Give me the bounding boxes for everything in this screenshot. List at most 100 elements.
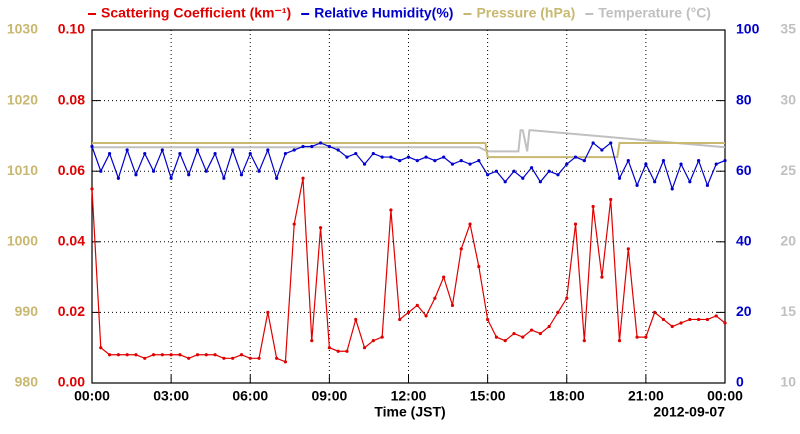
data-point — [318, 141, 323, 145]
data-point — [169, 176, 173, 180]
data-point — [679, 162, 683, 166]
data-point — [187, 356, 191, 360]
data-point — [477, 264, 481, 269]
data-point — [275, 176, 279, 180]
y-tick-label: 20 — [736, 303, 752, 319]
data-point — [582, 159, 586, 163]
data-point — [195, 353, 200, 357]
data-point — [503, 180, 507, 184]
data-point — [494, 335, 499, 339]
data-point — [688, 180, 692, 184]
data-point — [125, 353, 129, 357]
data-point — [151, 169, 156, 173]
data-point — [327, 144, 331, 149]
y-tick-label: 0.06 — [58, 162, 85, 178]
y-tick-label: 60 — [736, 162, 752, 178]
data-point — [556, 173, 560, 177]
data-point — [239, 353, 244, 357]
y-tick-label: 990 — [15, 303, 39, 319]
data-point — [107, 151, 112, 156]
x-tick-label: 09:00 — [311, 388, 347, 404]
x-tick-label: 03:00 — [153, 388, 189, 404]
y-tick-label: 0.00 — [58, 374, 85, 390]
data-point — [283, 360, 288, 364]
data-point — [354, 317, 358, 322]
legend-label: Pressure (hPa) — [476, 5, 575, 21]
data-point — [239, 173, 244, 177]
data-point — [600, 275, 604, 279]
data-point — [266, 148, 270, 152]
data-point — [433, 296, 437, 300]
x-tick-label: 15:00 — [470, 388, 506, 404]
data-point — [600, 148, 604, 152]
data-point — [547, 324, 551, 329]
data-point — [275, 356, 279, 360]
data-point — [538, 180, 542, 184]
data-point — [503, 339, 507, 343]
data-point — [160, 353, 164, 357]
data-point — [670, 324, 674, 329]
data-point — [222, 176, 226, 180]
data-point — [723, 321, 727, 325]
data-point — [705, 183, 710, 187]
data-point — [459, 247, 463, 251]
data-point — [204, 353, 208, 357]
data-point — [635, 183, 639, 187]
y-tick-label: 15 — [780, 303, 796, 319]
data-point — [380, 155, 384, 159]
plot-frame — [91, 29, 726, 384]
data-point — [160, 148, 164, 152]
data-point — [714, 314, 718, 318]
data-point — [116, 176, 120, 180]
data-point — [195, 148, 200, 152]
data-point — [468, 162, 472, 166]
data-point — [442, 155, 446, 159]
data-point — [529, 166, 534, 170]
data-point — [310, 339, 314, 343]
data-point — [415, 303, 419, 307]
data-point — [90, 187, 94, 191]
data-point — [617, 176, 622, 180]
data-point — [512, 331, 516, 336]
data-point — [617, 339, 622, 343]
data-point — [609, 197, 613, 202]
data-point — [697, 317, 701, 322]
data-point — [424, 155, 428, 159]
data-point — [653, 310, 657, 314]
y-tick-label: 1000 — [7, 233, 38, 249]
y-tick-label: 0.10 — [58, 21, 85, 37]
data-point — [635, 335, 639, 339]
data-point — [679, 321, 683, 325]
data-point — [626, 159, 630, 163]
legend-label: Relative Humidity(%) — [314, 5, 453, 21]
data-point — [626, 247, 630, 251]
x-tick-label: 00:00 — [707, 388, 743, 404]
data-point — [125, 148, 129, 152]
y-tick-label: 980 — [15, 374, 39, 390]
data-point — [134, 353, 138, 357]
data-point — [213, 151, 217, 156]
data-point — [723, 159, 727, 163]
data-point — [345, 155, 349, 159]
x-axis-label: Time (JST) — [374, 404, 445, 420]
data-point — [231, 356, 235, 360]
data-point — [231, 148, 235, 152]
data-point — [248, 356, 252, 360]
data-point — [512, 169, 516, 173]
data-point — [450, 162, 455, 166]
data-point — [565, 162, 569, 166]
data-point — [318, 226, 323, 230]
data-point — [257, 169, 261, 173]
x-tick-label: 06:00 — [232, 388, 268, 404]
data-point — [292, 148, 296, 152]
data-point — [222, 356, 226, 360]
data-point — [565, 296, 569, 300]
data-point — [468, 222, 472, 226]
data-point — [644, 335, 648, 339]
x-tick-label: 21:00 — [628, 388, 664, 404]
data-point — [415, 159, 419, 163]
data-point — [538, 331, 542, 336]
data-point — [529, 328, 534, 332]
data-point — [477, 159, 481, 163]
y-tick-label: 100 — [736, 21, 760, 37]
